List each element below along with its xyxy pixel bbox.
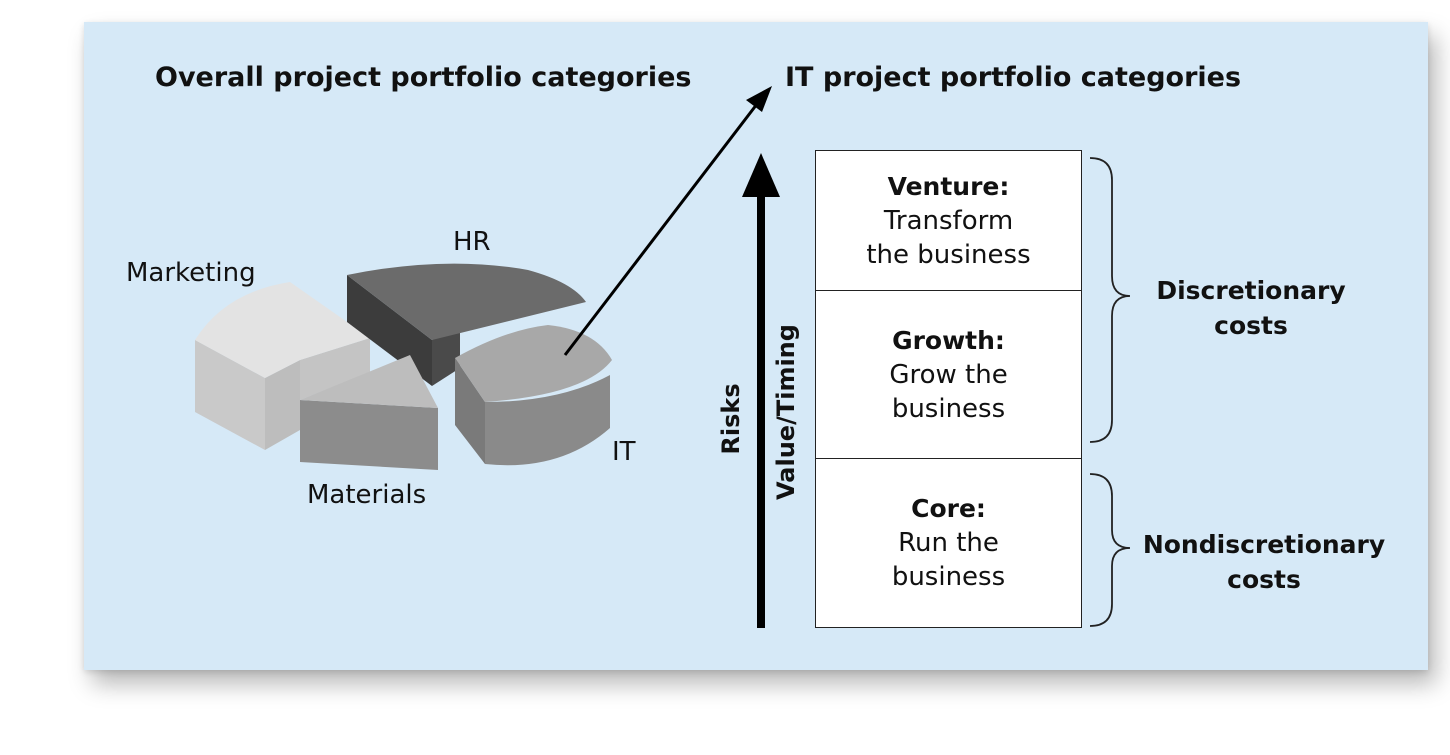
nondiscretionary-brace [1089,473,1131,627]
axis-label-risks: Risks [717,383,745,455]
nondiscretionary-costs-label: Nondiscretionary costs [1142,530,1386,594]
category-title-growth: Growth: [892,325,1005,355]
category-title-venture: Venture: [887,171,1010,201]
pie-slice-materials [300,355,438,470]
pie-slice-marketing [195,282,370,450]
pie-label-hr: HR [453,227,491,257]
it-portfolio-title: IT project portfolio categories [785,62,1242,93]
category-box-core: Core: Run the business [815,458,1082,628]
pie-slice-it [455,325,612,466]
category-desc-venture: Transform the business [866,205,1031,270]
category-desc-core: Run the business [891,528,1006,592]
discretionary-costs-label: Discretionary costs [1156,276,1346,340]
pie-label-materials: Materials [307,480,427,510]
category-box-venture: Venture: Transform the business [815,150,1082,291]
category-desc-growth: Grow the business [889,359,1008,424]
discretionary-brace [1089,157,1131,443]
risk-value-arrow [742,153,780,628]
axis-label-value-timing: Value/Timing [772,324,800,500]
pie-label-marketing: Marketing [126,258,256,288]
category-title-core: Core: [911,494,986,523]
it-pointer-arrow [563,86,772,356]
overall-portfolio-title: Overall project portfolio categories [155,62,692,93]
pie-label-it: IT [612,437,636,467]
category-box-growth: Growth: Grow the business [815,290,1082,459]
